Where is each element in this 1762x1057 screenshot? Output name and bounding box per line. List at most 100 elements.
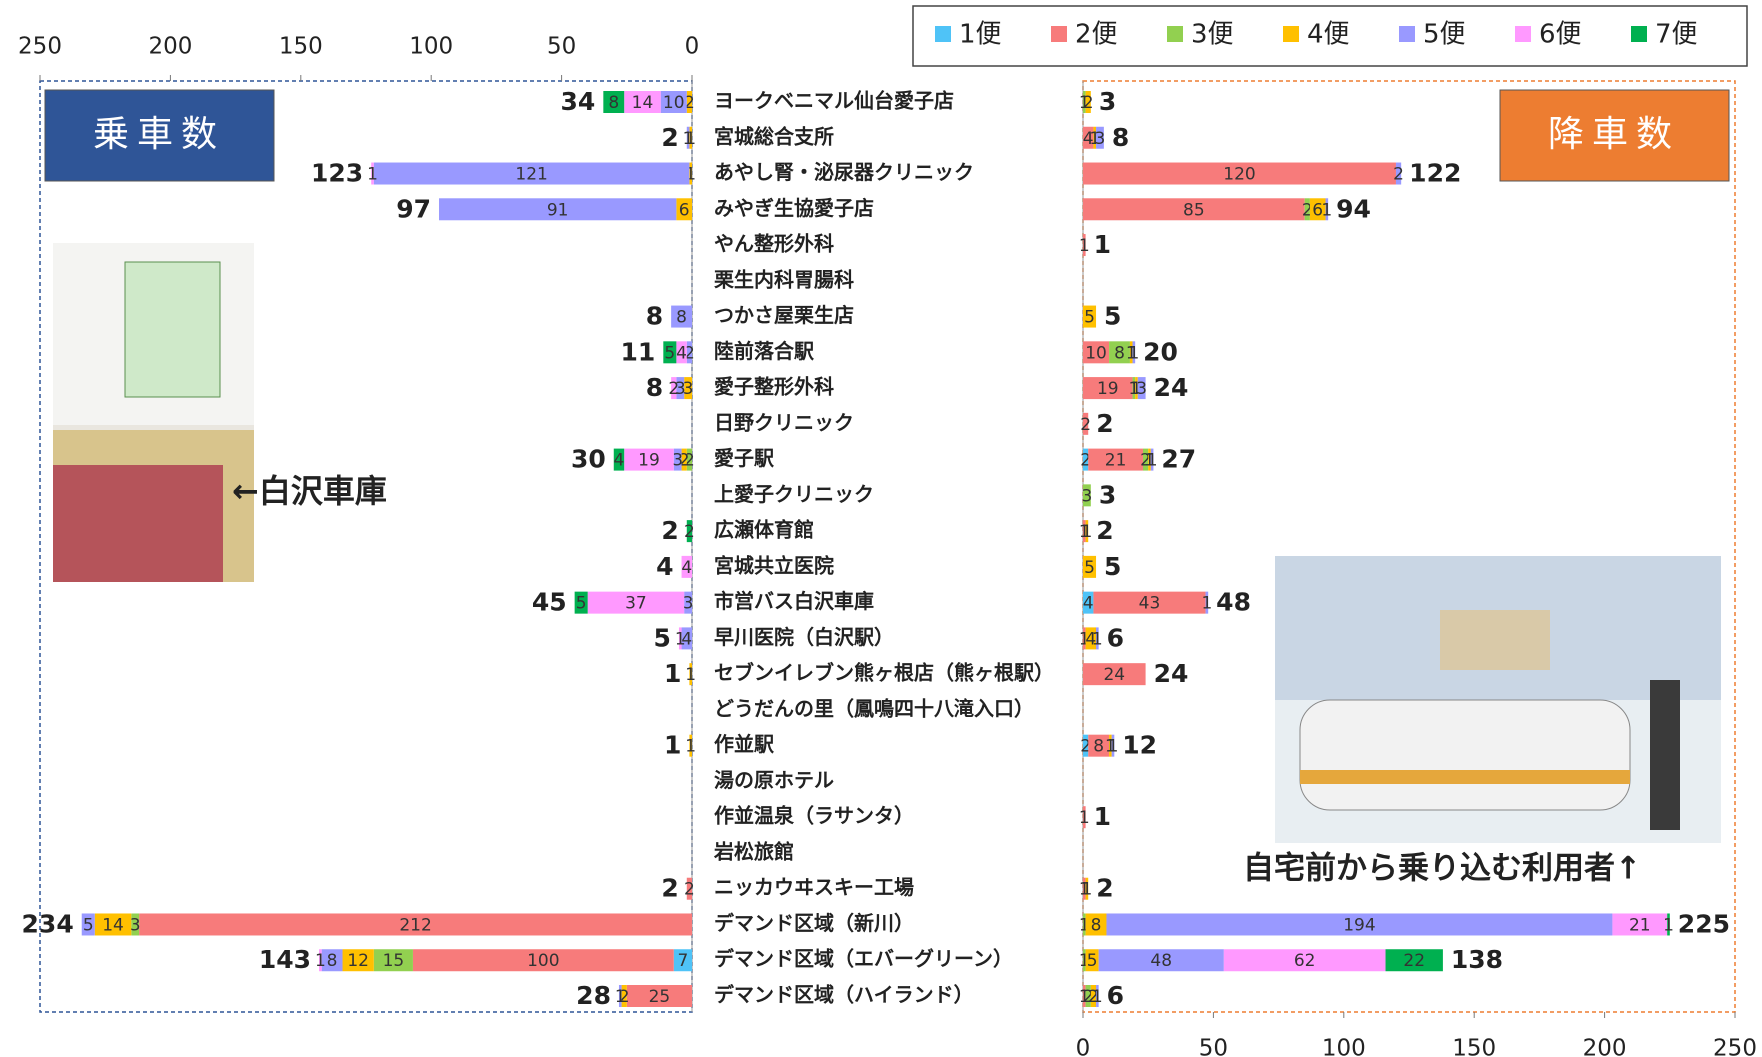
x-tick-label: 0: [1076, 1036, 1091, 1057]
x-tick-label: 200: [148, 34, 192, 60]
segment-label: 8: [1093, 737, 1104, 757]
segment-label: 8: [1091, 915, 1102, 935]
category-label: 宮城共立医院: [714, 553, 834, 577]
segment-label: 10: [663, 93, 685, 113]
x-tick-label: 50: [1199, 1036, 1228, 1057]
segment-label: 5: [1084, 558, 1095, 578]
category-label: デマンド区域（ハイランド）: [714, 983, 974, 1007]
segment-label: 10: [1085, 343, 1107, 363]
segment-label: 1: [683, 129, 694, 149]
legend-label: 5便: [1423, 20, 1466, 50]
legend-label: 6便: [1539, 20, 1582, 50]
segment-label: 4: [676, 343, 687, 363]
category-label: ニッカウヰスキー工場: [714, 875, 914, 899]
total-label: 143: [259, 945, 311, 974]
segment-label: 43: [1139, 594, 1161, 614]
total-label: 28: [576, 981, 611, 1010]
segment-label: 2: [1080, 415, 1091, 435]
segment-label: 120: [1223, 165, 1255, 185]
chart: 1便2便3便4便5便6便7便ヨークベニマル仙台愛子店宮城総合支所あやし腎・泌尿器…: [0, 0, 1762, 1057]
category-label: 作並温泉（ラサンタ）: [714, 804, 914, 828]
total-label: 48: [1216, 588, 1251, 617]
segment-label: 1: [1108, 737, 1119, 757]
total-label: 3: [1099, 480, 1116, 509]
category-label: 日野クリニック: [714, 410, 854, 434]
category-label: 宮城総合支所: [714, 124, 834, 148]
segment-label: 1: [1092, 629, 1103, 649]
total-label: 122: [1409, 159, 1461, 188]
total-label: 8: [646, 302, 663, 331]
total-label: 1: [1094, 230, 1111, 259]
legend-swatch: [1283, 26, 1299, 42]
legend-label: 3便: [1191, 20, 1234, 50]
segment-label: 4: [1083, 594, 1094, 614]
segment-label: 19: [1097, 379, 1119, 399]
segment-label: 3: [1095, 129, 1106, 149]
segment-label: 5: [1087, 951, 1098, 971]
segment-label: 15: [383, 951, 405, 971]
segment-label: 3: [683, 594, 694, 614]
total-label: 94: [1336, 194, 1371, 223]
total-label: 20: [1143, 337, 1178, 366]
total-label: 138: [1451, 945, 1503, 974]
segment-label: 2: [1083, 93, 1094, 113]
segment-label: 7: [677, 951, 688, 971]
segment-label: 6: [679, 200, 690, 220]
segment-label: 3: [1081, 486, 1092, 506]
total-label: 2: [1096, 516, 1113, 545]
total-label: 24: [1154, 659, 1189, 688]
total-label: 5: [654, 623, 671, 652]
segment-label: 14: [102, 915, 124, 935]
legend-swatch: [1631, 26, 1647, 42]
segment-label: 1: [1092, 987, 1103, 1007]
total-label: 1: [1094, 802, 1111, 831]
category-label: あやし腎・泌尿器クリニック: [714, 160, 974, 184]
legend-label: 1便: [959, 20, 1002, 50]
segment-label: 3: [130, 915, 141, 935]
total-label: 8: [646, 373, 663, 402]
total-label: 2: [661, 516, 678, 545]
photo: [53, 243, 254, 582]
category-label: セブンイレブン熊ヶ根店（熊ヶ根駅）: [714, 661, 1054, 685]
segment-label: 8: [327, 951, 338, 971]
total-label: 2: [661, 123, 678, 152]
panel-title: 降車数: [1548, 114, 1680, 155]
total-label: 5: [1104, 552, 1121, 581]
total-label: 123: [311, 159, 363, 188]
total-label: 225: [1678, 909, 1730, 938]
segment-label: 194: [1343, 915, 1375, 935]
total-label: 27: [1161, 445, 1196, 474]
x-tick-label: 100: [409, 34, 453, 60]
segment-label: 1: [1081, 522, 1092, 542]
category-label: やん整形外科: [714, 232, 834, 256]
segment-label: 100: [527, 951, 559, 971]
segment-label: 212: [399, 915, 431, 935]
segment-label: 121: [515, 165, 547, 185]
segment-label: 21: [1629, 915, 1651, 935]
panel-title: 乗車数: [93, 114, 225, 155]
category-label: ヨークベニマル仙台愛子店: [714, 89, 954, 113]
total-label: 2: [661, 874, 678, 903]
segment-label: 4: [614, 451, 625, 471]
category-label: 早川医院（白沢駅）: [714, 625, 894, 649]
segment-label: 2: [684, 522, 695, 542]
category-label: 陸前落合駅: [714, 339, 814, 363]
category-label: 湯の原ホテル: [714, 768, 834, 792]
x-tick-label: 100: [1322, 1036, 1366, 1057]
segment-label: 1: [1147, 451, 1158, 471]
total-label: 34: [561, 87, 596, 116]
segment-label: 48: [1150, 951, 1172, 971]
legend-swatch: [1167, 26, 1183, 42]
category-label: 作並駅: [714, 732, 774, 756]
segment-label: 85: [1183, 200, 1205, 220]
segment-label: 8: [676, 308, 687, 328]
segment-label: 1: [1081, 880, 1092, 900]
total-label: 8: [1112, 123, 1129, 152]
total-label: 1: [664, 659, 681, 688]
segment-label: 8: [608, 93, 619, 113]
segment-label: 8: [1114, 343, 1125, 363]
total-label: 6: [1107, 623, 1124, 652]
category-label: 愛子整形外科: [714, 375, 834, 399]
x-tick-label: 150: [1452, 1036, 1496, 1057]
segment-label: 1: [1079, 808, 1090, 828]
